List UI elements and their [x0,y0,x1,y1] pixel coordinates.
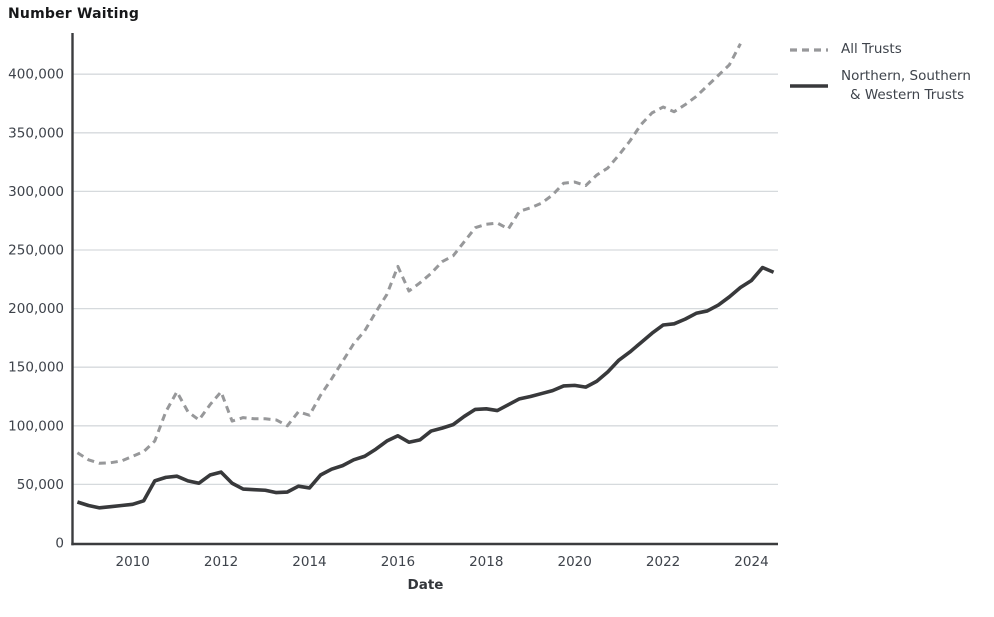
series-nsw-trusts-line [76,265,775,510]
legend-entry-nsw-trusts: Northern, Southern & Western Trusts [789,67,971,106]
chart-title: Number Waiting [8,6,140,22]
x-tick-label: 2024 [734,554,768,570]
x-tick-label: 2014 [292,554,326,570]
x-tick-labels: 2010 2012 2014 2016 2018 2020 2022 2024 [115,554,768,570]
x-tick-label: 2018 [469,554,503,570]
x-tick-label: 2016 [381,554,415,570]
gridlines [73,73,778,486]
x-axis-title: Date [407,577,444,593]
legend: All Trusts Northern, Southern & Western … [789,40,971,113]
legend-label-all-trusts: All Trusts [841,41,902,57]
series-all-trusts-line [76,43,742,465]
y-tick-label: 350,000 [8,125,64,141]
dashed-line-swatch-icon [789,47,829,53]
y-tick-label: 400,000 [8,67,64,83]
legend-entry-all-trusts: All Trusts [789,40,971,60]
y-tick-label: 150,000 [8,360,64,376]
y-tick-label: 300,000 [8,184,64,200]
axes [71,33,778,546]
x-tick-label: 2010 [115,554,149,570]
x-tick-label: 2012 [204,554,238,570]
legend-label-nsw-trusts: Northern, Southern & Western Trusts [841,67,971,104]
y-tick-label: 250,000 [8,243,64,259]
x-tick-label: 2020 [557,554,591,570]
y-tick-label: 200,000 [8,301,64,317]
x-tick-label: 2022 [646,554,680,570]
y-tick-label: 100,000 [8,418,64,434]
y-tick-label: 50,000 [17,477,64,493]
y-tick-labels: 0 50,000 100,000 150,000 200,000 250,000 300,0… [8,67,64,552]
y-tick-label: 0 [55,536,64,552]
solid-line-swatch-icon [789,83,829,89]
